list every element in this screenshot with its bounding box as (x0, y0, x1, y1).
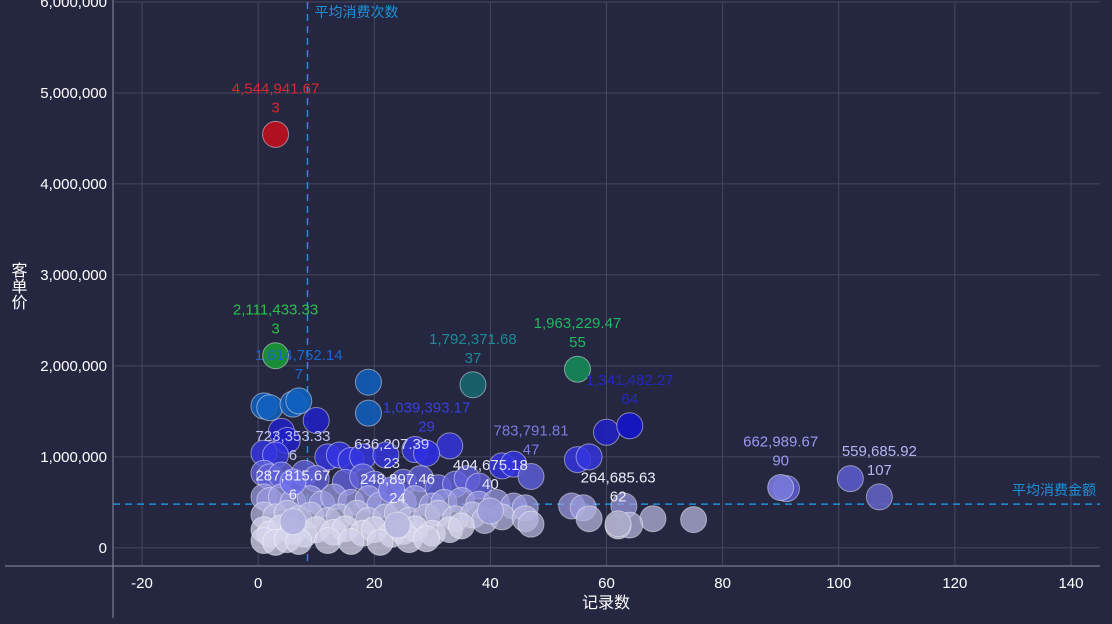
point-count-label: 23 (383, 455, 400, 472)
point-count-label: 3 (271, 99, 279, 116)
point-count-label: 64 (621, 391, 638, 408)
x-tick-label: 20 (366, 575, 383, 592)
scatter-point-labeled (285, 387, 313, 415)
point-count-label: 29 (418, 418, 435, 435)
x-tick-label: -20 (131, 575, 153, 592)
point-count-label: 37 (465, 350, 482, 367)
scatter-point-labeled (865, 483, 893, 511)
scatter-point (302, 406, 330, 434)
point-value-label: 1,341,482.27 (586, 372, 674, 389)
point-value-label: 559,685.92 (842, 443, 917, 460)
x-tick-label: 120 (942, 575, 967, 592)
y-axis-title: 客单价 (9, 262, 28, 310)
point-value-label: 1,614,752.14 (255, 347, 343, 364)
avg-count-label: 平均消费次数 (314, 4, 398, 20)
y-tick-label: 1,000,000 (40, 449, 107, 466)
scatter-point (413, 525, 441, 553)
point-value-label: 248,897.46 (360, 471, 435, 488)
x-tick-label: 100 (826, 575, 851, 592)
x-tick-label: 0 (254, 575, 262, 592)
scatter-point (680, 506, 708, 534)
point-count-label: 7 (295, 366, 303, 383)
scatter-point-labeled (604, 510, 632, 538)
scatter-point (575, 505, 603, 533)
point-value-label: 636,207.39 (354, 436, 429, 453)
scatter-point (593, 418, 620, 446)
scatter-point (836, 465, 864, 493)
point-count-label: 3 (271, 321, 279, 338)
point-count-label: 40 (482, 476, 499, 493)
scatter-point (256, 394, 284, 422)
point-count-label: 90 (772, 452, 789, 469)
x-tick-label: 80 (714, 575, 731, 592)
point-count-label: 107 (867, 462, 892, 479)
avg-amount-label: 平均消费金额 (1012, 482, 1096, 498)
scatter-point-labeled (262, 120, 290, 148)
scatter-point-labeled (476, 497, 504, 525)
point-value-label: 1,963,229.47 (534, 315, 622, 332)
scatter-point (372, 441, 400, 469)
x-tick-label: 60 (598, 575, 615, 592)
point-count-label: 47 (523, 442, 540, 459)
point-value-label: 4,544,941.67 (232, 80, 320, 97)
x-tick-label: 140 (1058, 575, 1083, 592)
scatter-point (354, 368, 382, 396)
scatter-point (447, 512, 475, 540)
scatter-point (314, 527, 342, 555)
scatter-point-labeled (262, 342, 290, 370)
point-count-label: 6 (289, 487, 297, 504)
scatter-point-labeled (378, 476, 406, 504)
scatter-point (639, 505, 667, 533)
point-count-label: 6 (289, 447, 297, 464)
point-value-label: 723,353.33 (255, 428, 330, 445)
point-count-label: 55 (569, 334, 586, 351)
y-tick-label: 5,000,000 (40, 85, 107, 102)
point-value-label: 1,039,393.17 (383, 399, 471, 416)
point-value-label: 662,989.67 (743, 433, 818, 450)
x-axis-title: 记录数 (582, 594, 630, 612)
scatter-point-labeled (459, 371, 487, 399)
scatter-point-labeled (563, 355, 591, 383)
point-count-label: 24 (389, 490, 406, 507)
axes: 0 1,000,000 2,000,000 3,000,000 4,000,000 5,0… (5, 0, 1100, 618)
scatter-point-labeled (616, 412, 644, 440)
data-points (250, 120, 893, 556)
point-value-label: 783,791.81 (493, 423, 568, 440)
scatter-point-labeled (279, 468, 307, 496)
y-tick-label: 6,000,000 (40, 0, 107, 11)
grid-lines (113, 1, 1100, 566)
scatter-point (354, 399, 382, 427)
point-value-label: 264,685.63 (581, 470, 656, 487)
scatter-point-labeled (767, 473, 795, 501)
scatter-point (575, 443, 603, 471)
point-count-label: 62 (610, 489, 627, 506)
scatter-point (436, 432, 464, 460)
data-labels: 4,544,941.67 3 2,111,433.33 3 1,963,229.47 55… (232, 80, 917, 507)
scatter-point-labeled (517, 463, 545, 491)
scatter-point-labeled (383, 511, 411, 539)
point-value-label: 404,675.18 (453, 457, 528, 474)
scatter-point-labeled (279, 508, 307, 536)
y-tick-label: 4,000,000 (40, 176, 107, 193)
scatter-point (517, 510, 545, 538)
y-tick-label: 3,000,000 (40, 267, 107, 284)
scatter-point-labeled (413, 439, 441, 467)
point-value-label: 2,111,433.33 (233, 302, 318, 319)
y-tick-label: 2,000,000 (40, 358, 107, 375)
point-value-label: 1,792,371.68 (429, 331, 517, 348)
scatter-point (366, 528, 394, 556)
scatter-point (337, 527, 365, 555)
x-tick-label: 40 (482, 575, 499, 592)
y-tick-label: 0 (99, 540, 107, 557)
point-value-label: 287,815.67 (255, 468, 330, 485)
